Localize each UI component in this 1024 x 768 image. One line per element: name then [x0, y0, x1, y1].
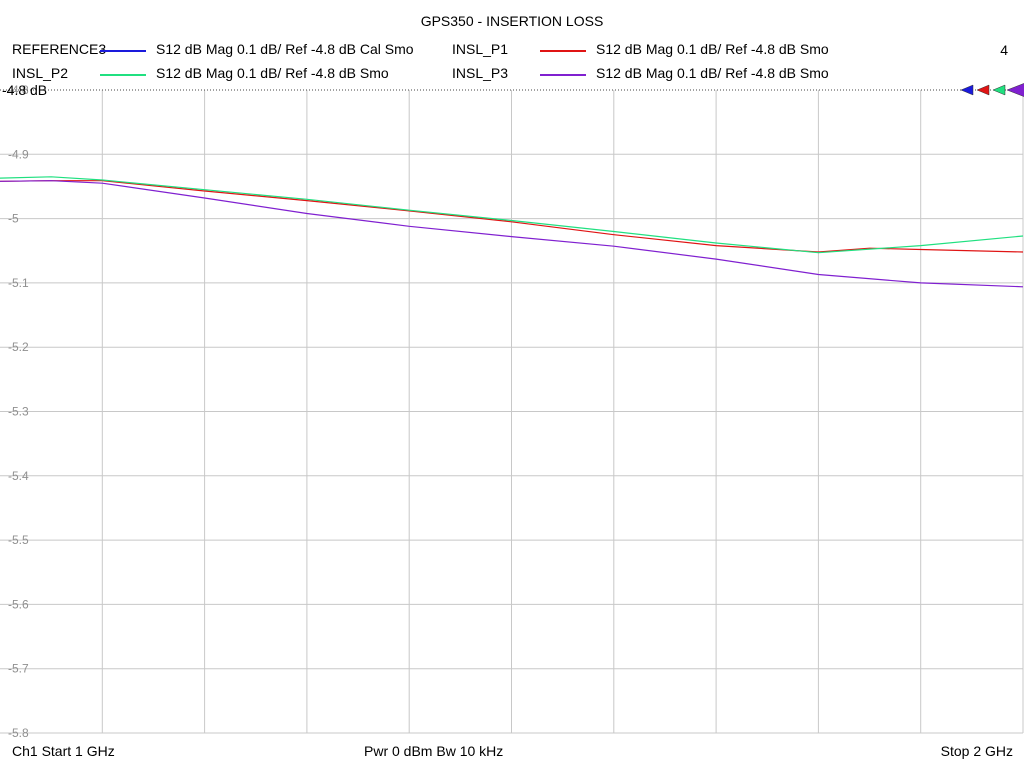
legend-swatch — [540, 74, 586, 76]
footer-power-bandwidth: Pwr 0 dBm Bw 10 kHz — [364, 743, 504, 759]
legend-desc: S12 dB Mag 0.1 dB/ Ref -4.8 dB Smo — [156, 65, 389, 81]
reference-marker-reference3 — [960, 84, 974, 96]
y-tick-label: -5.3 — [8, 405, 29, 419]
y-tick-label: -5.4 — [8, 469, 29, 483]
y-tick-label: -5.5 — [8, 533, 29, 547]
y-tick-label: -5.6 — [8, 597, 29, 611]
legend: REFERENCE3 S12 dB Mag 0.1 dB/ Ref -4.8 d… — [0, 38, 1024, 88]
y-tick-label: -5.2 — [8, 340, 29, 354]
footer-stop: Stop 2 GHz — [940, 743, 1013, 759]
legend-desc: S12 dB Mag 0.1 dB/ Ref -4.8 dB Smo — [596, 41, 829, 57]
footer-start: Ch1 Start 1 GHz — [12, 743, 115, 759]
grid — [0, 90, 1024, 734]
legend-name: INSL_P2 — [12, 65, 69, 81]
legend-swatch — [100, 74, 146, 76]
reference-marker-insl-p2 — [992, 84, 1006, 96]
reference-marker-insl-p1 — [976, 84, 990, 96]
trace-insl-p3 — [0, 180, 1024, 288]
reference-label: -4.8 dB — [2, 82, 47, 98]
legend-swatch — [100, 50, 146, 52]
legend-desc: S12 dB Mag 0.1 dB/ Ref -4.8 dB Smo — [596, 65, 829, 81]
traces — [0, 176, 1024, 288]
trace-insl-p2 — [0, 176, 1024, 254]
legend-swatch — [540, 50, 586, 52]
chart-title: GPS350 - INSERTION LOSS — [420, 13, 604, 29]
trace-insl-p1 — [0, 180, 1024, 253]
y-tick-label: -5.8 — [8, 726, 29, 740]
trace-count: 4 — [1000, 42, 1008, 58]
y-tick-label: -5.1 — [8, 276, 29, 290]
reference-markers — [960, 83, 1024, 97]
y-tick-label: -5 — [8, 212, 19, 226]
y-tick-label: -5.7 — [8, 662, 29, 676]
y-tick-label: -4.9 — [8, 147, 29, 161]
legend-name: REFERENCE3 — [12, 41, 107, 57]
legend-name: INSL_P3 — [452, 65, 509, 81]
reference-marker-insl-p3 — [1006, 83, 1024, 97]
legend-desc: S12 dB Mag 0.1 dB/ Ref -4.8 dB Cal Smo — [156, 41, 414, 57]
legend-name: INSL_P1 — [452, 41, 509, 57]
